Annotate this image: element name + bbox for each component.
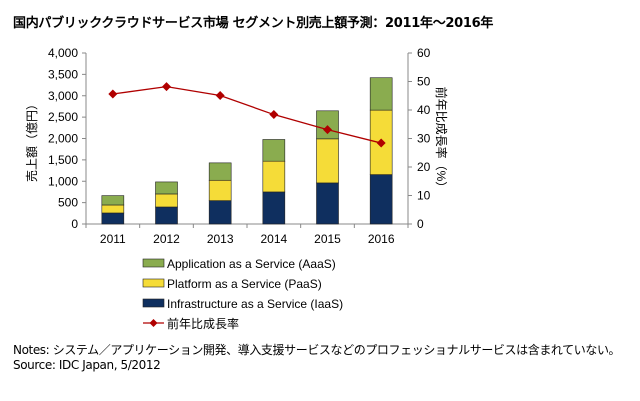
x-tick-label: 2014 <box>260 232 287 246</box>
x-tick-label: 2012 <box>153 232 180 246</box>
right-tick-label: 30 <box>417 132 431 146</box>
bar-aaas <box>262 139 286 162</box>
left-tick-label: 3,500 <box>48 67 78 81</box>
right-tick-label: 40 <box>417 103 431 117</box>
bar-aaas <box>155 181 178 195</box>
bar-iaas <box>155 206 178 225</box>
notes-text: Notes: システム／アプリケーション開発、導入支援サービスなどのプロフェッシ… <box>13 343 621 357</box>
bar-iaas <box>101 212 125 225</box>
chart-title: 国内パブリッククラウドサービス市場 セグメント別売上額予測：2011年～2016… <box>13 16 494 31</box>
bar-iaas <box>316 182 339 225</box>
right-tick-label: 60 <box>417 46 431 60</box>
x-tick-label: 2016 <box>368 232 395 246</box>
left-tick-label: 2,500 <box>48 110 78 124</box>
bar-aaas <box>316 110 339 140</box>
legend-label: Application as a Service (AaaS) <box>167 257 336 271</box>
bar-paas <box>208 179 232 201</box>
growth-rate-marker <box>215 90 225 100</box>
left-tick-label: 3,000 <box>48 89 78 103</box>
source-text: Source: IDC Japan, 5/2012 <box>13 358 161 372</box>
left-tick-label: 1,000 <box>48 174 78 188</box>
bar-paas <box>316 138 339 184</box>
x-tick-label: 2011 <box>100 232 126 246</box>
bar-aaas <box>208 162 232 181</box>
legend-swatch <box>142 298 165 308</box>
growth-rate-marker <box>376 138 386 148</box>
bar-paas <box>101 204 125 214</box>
x-tick-label: 2015 <box>314 232 341 246</box>
bar-aaas <box>101 195 125 206</box>
growth-rate-line <box>112 85 382 144</box>
legend-label: 前年比成長率 <box>167 316 239 331</box>
right-tick-label: 10 <box>417 189 431 203</box>
left-tick-label: 500 <box>58 196 78 210</box>
growth-rate-marker <box>323 125 332 135</box>
left-axis-label: 売上額（億円） <box>24 98 39 182</box>
right-axis-label: 前年比成長率（%） <box>434 87 449 194</box>
right-tick-label: 50 <box>417 75 431 89</box>
legend-label: Platform as a Service (PaaS) <box>167 277 322 291</box>
bar-iaas <box>262 191 286 225</box>
legend-marker <box>149 319 158 327</box>
bar-aaas <box>369 77 393 111</box>
left-tick-label: 4,000 <box>48 46 78 60</box>
legend-swatch <box>142 258 165 268</box>
legend-label: Infrastructure as a Service (IaaS) <box>167 297 343 311</box>
legend-swatch <box>142 278 165 288</box>
bar-iaas <box>369 174 393 225</box>
growth-rate-marker <box>162 82 171 92</box>
left-tick-label: 0 <box>71 217 78 231</box>
bar-iaas <box>208 200 232 225</box>
bar-paas <box>155 193 178 208</box>
bar-paas <box>262 160 286 193</box>
growth-rate-marker <box>269 110 279 120</box>
growth-rate-marker <box>108 89 118 99</box>
right-tick-label: 20 <box>417 160 431 174</box>
right-tick-label: 0 <box>417 217 424 231</box>
x-tick-label: 2013 <box>207 232 234 246</box>
left-tick-label: 1,500 <box>48 153 78 167</box>
left-tick-label: 2,000 <box>48 132 78 146</box>
